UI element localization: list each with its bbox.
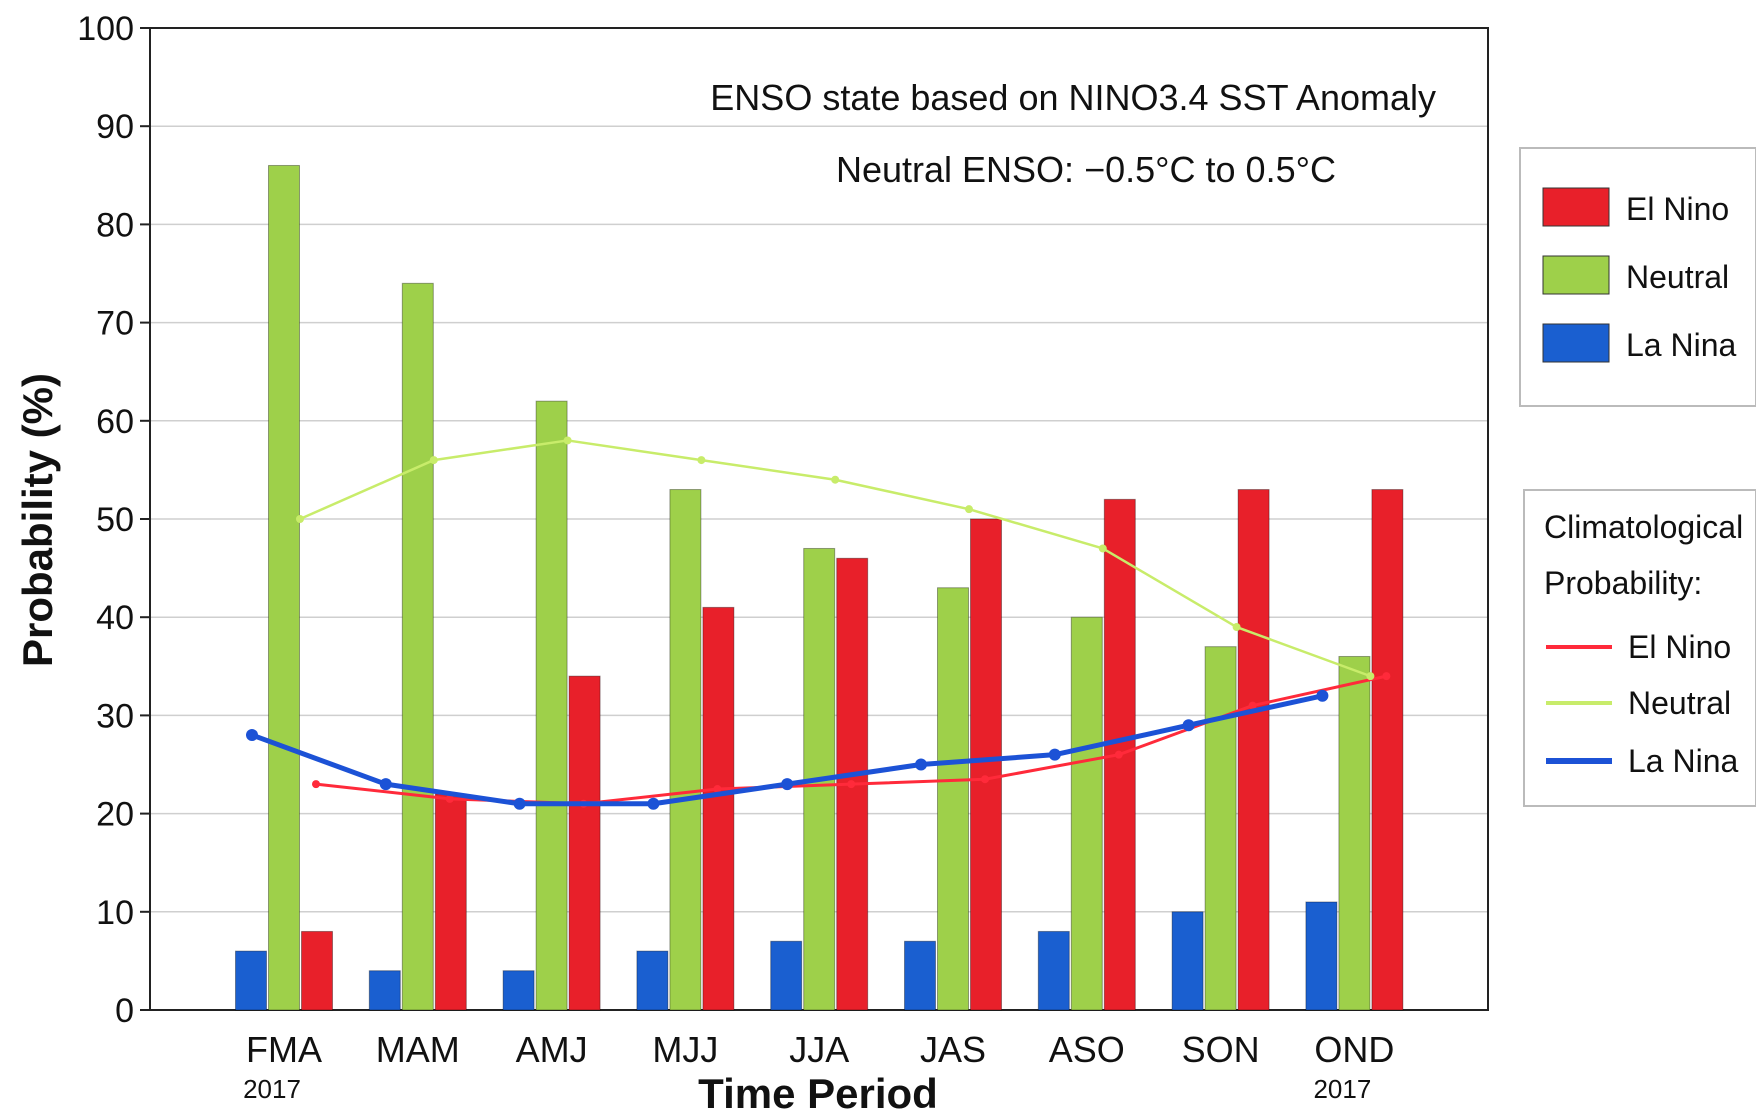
climatology-point-el-nino-fma <box>312 780 320 789</box>
climatology-point-la-nina-jja <box>781 778 794 791</box>
climatology-point-la-nina-mjj <box>647 797 660 810</box>
bar-la-nina-son <box>1171 911 1204 1011</box>
y-tick-label-90: 90 <box>96 108 134 146</box>
gridlines <box>150 125 1488 913</box>
climatology-point-la-nina-jas <box>915 758 927 771</box>
x-tick-label-ond: OND <box>1314 1029 1394 1070</box>
legend-climatology-title-line2: Probability: <box>1544 565 1702 601</box>
x-tick-label-mjj: MJJ <box>652 1029 718 1070</box>
climatology-point-la-nina-fma <box>246 729 258 742</box>
climatology-point-neutral-ond <box>1366 672 1375 681</box>
bar-neutral-son <box>1204 646 1237 1011</box>
x-tick-label-jja: JJA <box>789 1029 849 1070</box>
climatology-point-la-nina-amj <box>513 797 526 810</box>
climatology-point-el-nino-son <box>1248 701 1257 710</box>
legend-climatology-neutral: Neutral <box>1628 685 1731 721</box>
y-tick-label-50: 50 <box>96 501 134 539</box>
legend-label-el-nino: El Nino <box>1626 191 1729 227</box>
climatology-lines <box>246 436 1391 810</box>
bar-el-nino-son <box>1237 489 1270 1011</box>
bar-neutral-ond <box>1338 655 1371 1011</box>
climatology-point-neutral-aso <box>1098 544 1107 553</box>
legend-swatch-el-nino <box>1542 187 1610 227</box>
y-tick-label-20: 20 <box>96 796 134 834</box>
y-tick-label-100: 100 <box>77 10 134 48</box>
y-tick-label-60: 60 <box>96 403 134 441</box>
climatology-point-neutral-amj <box>563 436 572 445</box>
climatology-point-el-nino-mam <box>445 794 454 803</box>
bar-el-nino-ond <box>1371 489 1404 1011</box>
x-tick-label-son: SON <box>1182 1029 1260 1070</box>
bar-la-nina-ond <box>1305 901 1338 1011</box>
y-tick-label-70: 70 <box>96 305 134 343</box>
climatology-point-el-nino-jas <box>981 775 989 784</box>
y-tick-label-0: 0 <box>115 992 134 1030</box>
bar-la-nina-fma <box>235 950 267 1011</box>
legend-climatology-el-nino: El Nino <box>1628 629 1731 665</box>
legend-label-neutral: Neutral <box>1626 259 1729 295</box>
bar-neutral-aso <box>1070 616 1103 1011</box>
legend-label-la-nina: La Nina <box>1626 327 1737 363</box>
bar-el-nino-mjj <box>702 606 735 1011</box>
bar-la-nina-jas <box>904 940 936 1011</box>
x-tick-label-fma: FMA <box>246 1029 322 1070</box>
climatology-point-neutral-jja <box>831 475 840 484</box>
legend-bars: El Nino Neutral La Nina <box>1519 147 1756 407</box>
x-axis: FMA 2017 MAM AMJ MJJ JJA JAS ASO SON OND 2017 <box>243 1029 1394 1104</box>
bars <box>235 164 1404 1011</box>
x-tick-label-mam: MAM <box>376 1029 460 1070</box>
climatology-point-neutral-jas <box>965 505 973 514</box>
x-tick-year-ond: 2017 <box>1313 1074 1371 1104</box>
climatology-point-la-nina-mam <box>379 778 392 791</box>
climatology-point-neutral-mam <box>429 456 438 465</box>
y-tick-label-40: 40 <box>96 599 134 637</box>
y-tick-label-80: 80 <box>96 206 134 244</box>
x-axis-title: Time Period <box>698 1070 938 1117</box>
bar-la-nina-amj <box>502 970 535 1011</box>
climatology-point-el-nino-mjj <box>713 785 722 794</box>
x-tick-label-jas: JAS <box>920 1029 986 1070</box>
climatology-point-el-nino-aso <box>1114 750 1123 759</box>
bar-el-nino-amj <box>568 675 601 1011</box>
annotation-enso-state: ENSO state based on NINO3.4 SST Anomaly <box>710 77 1436 118</box>
x-tick-label-amj: AMJ <box>516 1029 588 1070</box>
x-tick-label-aso: ASO <box>1049 1029 1125 1070</box>
climatology-point-el-nino-ond <box>1382 672 1391 681</box>
bar-neutral-fma <box>268 164 300 1011</box>
legend-swatch-neutral <box>1542 255 1610 295</box>
climatology-point-el-nino-jja <box>847 780 856 789</box>
y-axis-title: Probability (%) <box>14 373 61 667</box>
bar-neutral-amj <box>535 400 568 1011</box>
bar-neutral-mam <box>401 282 434 1011</box>
bar-la-nina-jja <box>770 940 803 1011</box>
legend-climatology: Climatological Probability: El Nino Neut… <box>1523 489 1756 807</box>
bar-neutral-mjj <box>669 489 702 1011</box>
legend-swatch-la-nina <box>1542 323 1610 363</box>
y-tick-label-30: 30 <box>96 697 134 735</box>
bar-neutral-jas <box>937 587 969 1011</box>
bar-la-nina-mjj <box>636 950 669 1011</box>
x-tick-year-fma: 2017 <box>243 1074 301 1104</box>
bar-el-nino-mam <box>434 793 467 1011</box>
y-tick-label-10: 10 <box>96 894 134 932</box>
bar-el-nino-jas <box>970 518 1002 1011</box>
legend-climatology-title-line1: Climatological <box>1544 509 1743 545</box>
annotation-neutral-range: Neutral ENSO: −0.5°C to 0.5°C <box>836 149 1336 190</box>
y-axis: 0 10 20 30 40 50 60 70 80 90 100 <box>77 10 150 1030</box>
climatology-point-neutral-son <box>1232 623 1241 632</box>
bar-el-nino-fma <box>301 930 333 1011</box>
bar-la-nina-aso <box>1037 930 1070 1011</box>
climatology-point-neutral-mjj <box>697 456 706 465</box>
climatology-point-neutral-fma <box>296 515 304 523</box>
climatology-point-la-nina-son <box>1182 719 1195 732</box>
bar-la-nina-mam <box>368 970 401 1011</box>
climatology-point-la-nina-ond <box>1316 689 1329 702</box>
climatology-point-la-nina-aso <box>1048 748 1061 761</box>
legend-climatology-la-nina: La Nina <box>1628 743 1739 779</box>
